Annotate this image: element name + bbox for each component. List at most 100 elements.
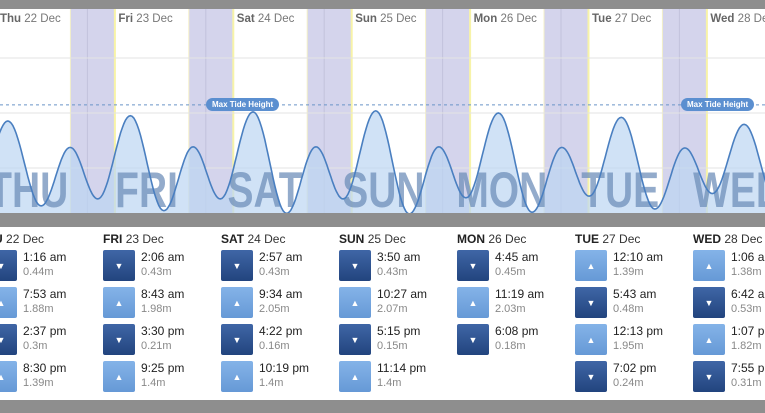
day-watermark: TUE: [581, 161, 659, 213]
tide-tables: THU 22 Dec ▼ 1:16 am 0.44m ▲ 7:53 am 1.88m ▼ 2:3…: [0, 227, 765, 400]
day-name: Wed: [710, 13, 735, 25]
tide-row: ▼ 6:42 am 0.53m: [693, 287, 765, 318]
low-tide-arrow-down-icon: ▼: [0, 324, 17, 355]
low-tide-arrow-down-icon: ▼: [0, 250, 17, 281]
tide-time: 4:22 pm: [259, 324, 303, 338]
tide-time: 10:19 pm: [259, 361, 310, 375]
day-name: THU: [0, 232, 3, 246]
tide-time: 12:13 pm: [613, 324, 664, 338]
tide-curve: [0, 109, 765, 213]
day-watermark: WED: [693, 161, 765, 213]
tide-row: ▲ 8:30 pm 1.39m: [0, 361, 103, 392]
tide-time: 9:34 am: [259, 287, 303, 301]
tide-height: 0.45m: [495, 266, 526, 278]
tide-height: 1.88m: [23, 303, 54, 315]
tide-row: ▼ 2:06 am 0.43m: [103, 250, 221, 281]
tide-time: 9:25 pm: [141, 361, 185, 375]
day-heading: SAT 24 Dec: [221, 232, 285, 246]
high-tide-arrow-up-icon: ▲: [693, 324, 725, 355]
day-date: 27 Dec: [614, 13, 652, 25]
high-tide-arrow-up-icon: ▲: [575, 324, 607, 355]
low-tide-arrow-down-icon: ▼: [339, 250, 371, 281]
day-label: Tue 27 Dec: [592, 13, 651, 25]
tide-row: ▲ 9:25 pm 1.4m: [103, 361, 221, 392]
day-name: Mon: [473, 13, 498, 25]
max-tide-label: Max Tide Height: [206, 97, 280, 111]
high-tide-arrow-up-icon: ▲: [221, 361, 253, 392]
tide-height: 0.15m: [377, 340, 408, 352]
day-name: MON: [457, 232, 485, 246]
day-name: Sat: [236, 13, 255, 25]
day-date: 23 Dec: [125, 232, 164, 246]
tide-height: 1.38m: [731, 266, 762, 278]
tide-row: ▼ 2:57 am 0.43m: [221, 250, 339, 281]
tide-time: 1:06 am: [731, 250, 765, 264]
day-watermark: MON: [456, 161, 547, 213]
high-tide-arrow-up-icon: ▲: [0, 287, 17, 318]
day-watermark: SUN: [342, 161, 424, 213]
tide-chart: THU FRI SAT SUN MON TUE WED Max Tide Height Max…: [0, 9, 765, 213]
day-label: Sun 25 Dec: [355, 13, 416, 25]
tide-height: 1.39m: [613, 266, 644, 278]
tide-height: 0.18m: [495, 340, 526, 352]
day-name: WED: [693, 232, 721, 246]
tide-height: 1.98m: [141, 303, 172, 315]
low-tide-arrow-down-icon: ▼: [457, 324, 489, 355]
tide-height: 2.05m: [259, 303, 290, 315]
day-heading: THU 22 Dec: [0, 232, 44, 246]
high-tide-arrow-up-icon: ▲: [103, 361, 135, 392]
day-label: Fri 23 Dec: [118, 13, 172, 25]
tide-time: 7:02 pm: [613, 361, 657, 375]
tide-time: 6:08 pm: [495, 324, 539, 338]
day-watermark: SAT: [227, 161, 302, 213]
tide-row: ▲ 1:07 pm 1.82m: [693, 324, 765, 355]
low-tide-arrow-down-icon: ▼: [221, 250, 253, 281]
tide-time: 2:06 am: [141, 250, 185, 264]
tide-time: 11:19 am: [495, 287, 545, 301]
day-name: Thu: [0, 13, 22, 25]
high-tide-arrow-up-icon: ▲: [221, 287, 253, 318]
day-date: 26 Dec: [500, 13, 537, 25]
day-name: Sun: [355, 13, 377, 25]
day-date: 26 Dec: [488, 232, 527, 246]
tide-height: 0.21m: [141, 340, 172, 352]
day-name: SAT: [221, 232, 245, 246]
day-heading: WED 28 Dec: [693, 232, 762, 246]
tide-time: 12:10 am: [613, 250, 664, 264]
tide-height: 0.24m: [613, 377, 644, 389]
day-label: Mon 26 Dec: [474, 13, 537, 25]
day-watermark: THU: [0, 161, 68, 213]
day-heading: MON 26 Dec: [457, 232, 526, 246]
tide-height: 2.03m: [495, 303, 526, 315]
day-watermark: FRI: [115, 161, 178, 213]
day-label: Wed 28 Dec: [710, 13, 765, 25]
high-tide-arrow-up-icon: ▲: [693, 250, 725, 281]
high-tide-arrow-up-icon: ▲: [575, 250, 607, 281]
day-name: TUE: [575, 232, 599, 246]
tide-height: 0.43m: [259, 266, 290, 278]
day-label: Sat 24 Dec: [237, 13, 295, 25]
day-name: SUN: [339, 232, 365, 246]
tide-height: 1.4m: [259, 377, 284, 389]
day-label: Thu 22 Dec: [0, 13, 61, 25]
tide-row: ▲ 11:14 pm 1.4m: [339, 361, 457, 392]
tide-row: ▼ 7:55 pm 0.31m: [693, 361, 765, 392]
tide-row: ▲ 7:53 am 1.88m: [0, 287, 103, 318]
tide-time: 1:07 pm: [731, 324, 765, 338]
tide-row: ▼ 5:43 am 0.48m: [575, 287, 693, 318]
tide-row: ▲ 10:27 am 2.07m: [339, 287, 457, 318]
day-heading: TUE 27 Dec: [575, 232, 640, 246]
tide-time: 1:16 am: [23, 250, 67, 264]
tide-row: ▼ 6:08 pm 0.18m: [457, 324, 575, 355]
tide-area: [0, 110, 765, 213]
low-tide-arrow-down-icon: ▼: [457, 250, 489, 281]
tide-height: 0.31m: [731, 377, 762, 389]
day-date: 25 Dec: [380, 13, 417, 25]
tide-height: 1.39m: [23, 377, 54, 389]
day-name: Fri: [118, 13, 134, 25]
tide-height: 2.07m: [377, 303, 408, 315]
tide-time: 6:42 am: [731, 287, 765, 301]
low-tide-arrow-down-icon: ▼: [103, 250, 135, 281]
high-tide-arrow-up-icon: ▲: [339, 287, 371, 318]
tide-time: 11:14 pm: [377, 361, 427, 375]
